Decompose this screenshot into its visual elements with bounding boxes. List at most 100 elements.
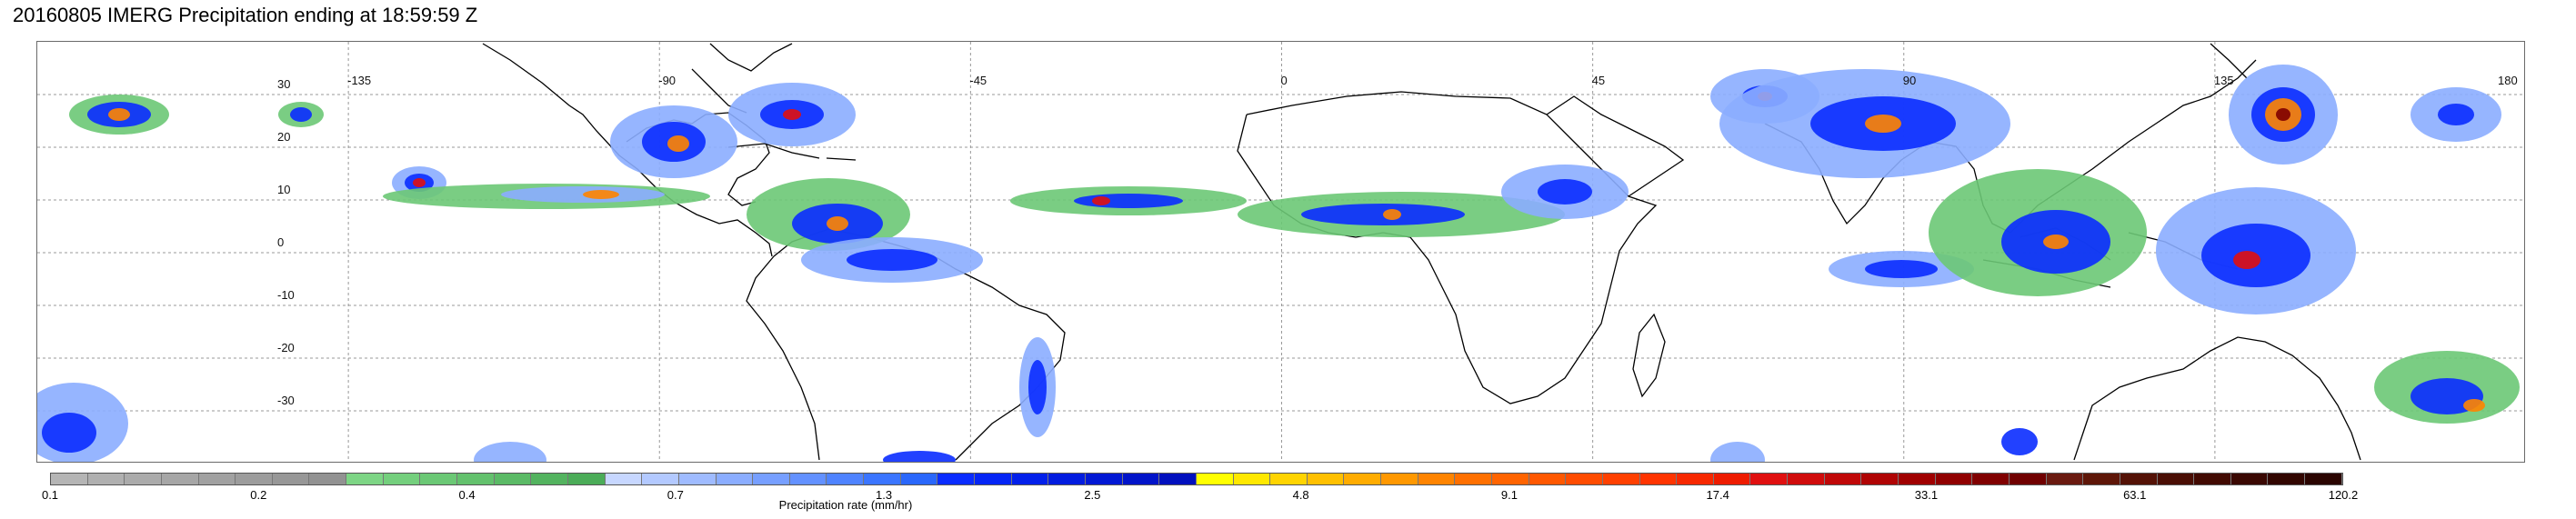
colorbar-swatch xyxy=(827,474,865,484)
precip-cell xyxy=(42,413,96,453)
precip-cell xyxy=(2233,251,2260,269)
colorbar-swatch xyxy=(1639,474,1678,484)
colorbar-swatch xyxy=(2194,474,2231,484)
colorbar-swatch xyxy=(309,474,347,484)
lat-tick-label: -10 xyxy=(277,288,295,302)
lon-tick-label: 180 xyxy=(2498,74,2518,87)
colorbar-swatch xyxy=(2268,474,2306,484)
colorbar-swatch xyxy=(1344,474,1382,484)
colorbar-swatch xyxy=(1935,474,1973,484)
colorbar-tick-label: 33.1 xyxy=(1914,488,1939,502)
lon-tick-label: -90 xyxy=(658,74,677,87)
colorbar-swatch xyxy=(51,474,88,484)
precip-cell xyxy=(2276,108,2290,121)
precip-cell xyxy=(1710,442,1765,462)
precip-cell xyxy=(108,108,130,121)
lat-tick-label: 10 xyxy=(277,183,291,196)
precip-cell xyxy=(1383,209,1401,220)
colorbar-swatch xyxy=(125,474,162,484)
lat-tick-label: -20 xyxy=(277,341,295,354)
lon-tick-label: 90 xyxy=(1902,74,1917,87)
colorbar-swatch xyxy=(1381,474,1418,484)
colorbar-swatch xyxy=(494,474,532,484)
colorbar-swatch xyxy=(383,474,421,484)
colorbar-swatch xyxy=(1085,474,1123,484)
colorbar-swatch xyxy=(1122,474,1160,484)
precip-cell xyxy=(290,107,312,122)
precip-cell xyxy=(883,451,956,462)
colorbar-swatch xyxy=(1159,474,1197,484)
colorbar-swatch xyxy=(161,474,199,484)
precip-cell xyxy=(1865,260,1938,278)
coastline-cuba xyxy=(727,143,820,159)
colorbar-swatch xyxy=(2046,474,2084,484)
lon-tick-label: 0 xyxy=(1280,74,1288,87)
colorbar-swatch xyxy=(1011,474,1049,484)
colorbar-tick-label: 0.7 xyxy=(667,488,684,502)
coastline-madagascar xyxy=(1632,313,1666,398)
map-title: 20160805 IMERG Precipitation ending at 1… xyxy=(13,4,478,26)
lat-tick-label: 30 xyxy=(277,77,291,91)
colorbar-swatch xyxy=(2120,474,2158,484)
colorbar-swatch xyxy=(1418,474,1456,484)
lon-tick-label: -135 xyxy=(347,74,372,87)
coastline-arabia xyxy=(1546,95,1685,197)
coastline-hispaniola xyxy=(826,157,857,161)
precipitation-map xyxy=(36,41,2525,463)
lon-tick-label: -45 xyxy=(969,74,987,87)
colorbar-swatch xyxy=(900,474,938,484)
precip-cell xyxy=(2463,399,2485,412)
colorbar-swatch xyxy=(1824,474,1862,484)
precip-cell xyxy=(827,216,848,231)
lat-tick-label: 20 xyxy=(277,130,291,144)
precip-cell xyxy=(1074,194,1183,208)
colorbar-swatch xyxy=(198,474,236,484)
precip-cell xyxy=(847,249,937,271)
colorbar-tick-label: 0.4 xyxy=(458,488,476,502)
precip-cell xyxy=(2001,428,2038,455)
precip-cell xyxy=(413,178,426,187)
precip-cell xyxy=(1865,115,1901,133)
colorbar-tick-label: 63.1 xyxy=(2123,488,2147,502)
colorbar-tick-label: 4.8 xyxy=(1292,488,1309,502)
colorbar-swatch xyxy=(1788,474,1825,484)
map-canvas xyxy=(37,42,2524,462)
colorbar-swatch xyxy=(1566,474,1603,484)
colorbar-swatch xyxy=(2157,474,2195,484)
colorbar-tick-label: 17.4 xyxy=(1706,488,1729,502)
colorbar-swatch xyxy=(864,474,901,484)
colorbar-swatch xyxy=(531,474,568,484)
colorbar xyxy=(50,473,2343,485)
colorbar-swatch xyxy=(1270,474,1308,484)
colorbar-swatch xyxy=(457,474,495,484)
lat-tick-label: -30 xyxy=(277,394,295,407)
colorbar-swatch xyxy=(2305,474,2342,484)
colorbar-tick-label: 0.2 xyxy=(250,488,267,502)
colorbar-swatch xyxy=(1750,474,1789,484)
colorbar-swatch xyxy=(1713,474,1751,484)
precipitation-field xyxy=(37,65,2520,462)
colorbar-swatch xyxy=(2083,474,2120,484)
lat-tick-label: 0 xyxy=(277,235,285,249)
colorbar-swatch xyxy=(1529,474,1567,484)
colorbar-swatch xyxy=(1602,474,1640,484)
colorbar-swatch xyxy=(1677,474,1714,484)
precip-cell xyxy=(474,442,546,462)
colorbar-tick-label: 2.5 xyxy=(1084,488,1101,502)
colorbar-tick-label: 9.1 xyxy=(1500,488,1518,502)
colorbar-swatch xyxy=(1307,474,1345,484)
precip-cell xyxy=(783,109,801,120)
colorbar-swatch xyxy=(753,474,790,484)
colorbar-swatch xyxy=(236,474,273,484)
colorbar-swatch xyxy=(1491,474,1529,484)
colorbar-swatch xyxy=(2230,474,2269,484)
colorbar-tick-label: 0.1 xyxy=(41,488,59,502)
precip-cell xyxy=(1028,360,1047,414)
colorbar-swatch xyxy=(975,474,1012,484)
precip-cell xyxy=(2438,104,2474,125)
colorbar-swatch xyxy=(1196,474,1234,484)
colorbar-swatch xyxy=(1972,474,2010,484)
colorbar-swatch xyxy=(87,474,125,484)
coastline-japan xyxy=(2210,43,2248,79)
colorbar-swatch xyxy=(420,474,458,484)
